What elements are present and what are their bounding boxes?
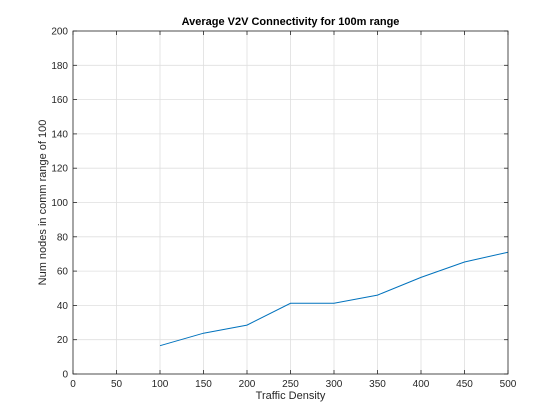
x-tick-label: 250 bbox=[282, 379, 299, 390]
chart-title: Average V2V Connectivity for 100m range bbox=[182, 16, 400, 28]
x-tick-label: 300 bbox=[326, 379, 343, 390]
x-tick-label: 500 bbox=[500, 379, 517, 390]
x-tick-label: 400 bbox=[413, 379, 430, 390]
y-tick-label: 120 bbox=[51, 164, 68, 175]
y-tick-label: 160 bbox=[51, 95, 68, 106]
x-tick-label: 200 bbox=[239, 379, 256, 390]
x-tick-label: 50 bbox=[111, 379, 123, 390]
x-tick-label: 450 bbox=[456, 379, 473, 390]
y-tick-label: 100 bbox=[51, 198, 68, 209]
y-axis-title: Num nodes in comm range of 100 bbox=[37, 120, 49, 286]
y-tick-label: 0 bbox=[62, 370, 68, 381]
y-tick-label: 200 bbox=[51, 27, 68, 38]
y-tick-label: 40 bbox=[57, 301, 69, 312]
x-axis-title: Traffic Density bbox=[256, 390, 326, 402]
x-tick-label: 0 bbox=[70, 379, 76, 390]
x-tick-label: 150 bbox=[195, 379, 212, 390]
y-tick-label: 20 bbox=[57, 335, 69, 346]
y-tick-label: 60 bbox=[57, 267, 69, 278]
y-tick-label: 80 bbox=[57, 232, 69, 243]
y-tick-label: 180 bbox=[51, 61, 68, 72]
axis-ticks: 0 50 100 150 200 250 300 350 400 450 500 0 20 40 60 80 1… bbox=[51, 27, 516, 391]
x-tick-label: 100 bbox=[152, 379, 169, 390]
x-tick-label: 350 bbox=[369, 379, 386, 390]
y-tick-label: 140 bbox=[51, 129, 68, 140]
